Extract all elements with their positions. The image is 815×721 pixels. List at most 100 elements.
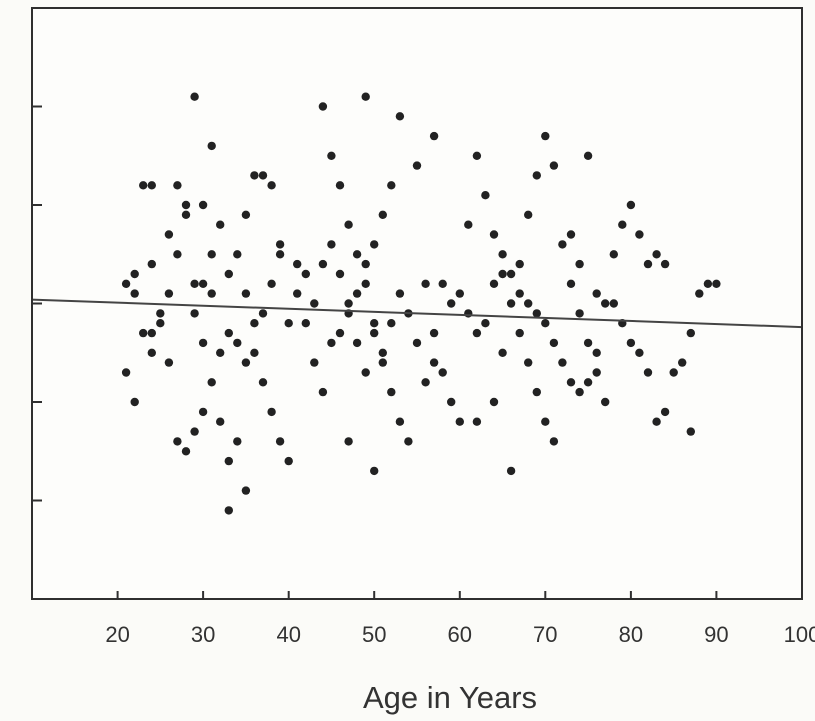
data-point <box>643 368 653 377</box>
data-point <box>250 319 259 328</box>
data-point <box>164 230 174 239</box>
data-point <box>609 250 618 259</box>
data-point <box>421 279 430 288</box>
data-point <box>472 151 482 160</box>
data-point <box>275 240 285 249</box>
data-point <box>275 250 285 259</box>
data-point <box>361 279 370 288</box>
data-point <box>267 279 276 288</box>
data-point <box>541 319 550 328</box>
x-axis-ticks: 20 30 40 50 60 70 80 90 100 <box>105 591 815 647</box>
data-point <box>515 328 524 338</box>
data-point <box>207 250 216 259</box>
data-point <box>233 250 242 259</box>
data-point <box>327 338 336 348</box>
data-point <box>506 269 516 279</box>
data-point <box>447 397 456 407</box>
data-point <box>335 269 345 279</box>
data-point <box>190 92 199 101</box>
data-point <box>352 250 362 259</box>
data-point <box>541 417 550 426</box>
y-axis-ticks <box>32 105 42 502</box>
data-point <box>566 230 576 239</box>
data-point <box>378 348 387 357</box>
data-point <box>310 299 319 308</box>
data-point <box>481 319 490 328</box>
data-point <box>506 466 516 476</box>
data-point <box>327 151 336 160</box>
data-point <box>224 328 233 338</box>
data-point <box>241 210 251 219</box>
data-point <box>549 338 559 348</box>
data-point <box>472 417 482 426</box>
data-point <box>686 427 695 436</box>
data-point <box>387 181 396 190</box>
data-point <box>352 338 362 348</box>
data-point <box>293 259 302 269</box>
x-tick-label: 30 <box>191 622 215 647</box>
x-tick-label: 70 <box>533 622 557 647</box>
x-tick-label: 60 <box>448 622 472 647</box>
data-point <box>361 92 370 101</box>
data-point <box>464 220 473 229</box>
data-point <box>618 220 627 229</box>
data-point <box>173 437 182 446</box>
data-point <box>241 358 251 367</box>
data-point <box>258 309 268 318</box>
data-point <box>549 437 559 446</box>
data-point <box>216 220 225 229</box>
data-point <box>224 269 233 279</box>
data-point <box>344 220 353 229</box>
data-point <box>318 259 328 269</box>
data-point <box>173 250 182 259</box>
data-point <box>335 328 345 338</box>
data-point <box>190 427 199 436</box>
data-point <box>429 358 439 367</box>
data-point <box>130 269 139 279</box>
data-point <box>532 387 541 397</box>
data-point <box>558 358 567 367</box>
data-point <box>395 289 405 298</box>
data-point <box>293 289 302 298</box>
data-point <box>258 171 268 180</box>
data-point <box>164 289 174 298</box>
x-tick-label: 40 <box>276 622 300 647</box>
data-point <box>660 407 670 417</box>
data-point <box>558 240 567 249</box>
data-point <box>216 417 225 426</box>
data-point <box>147 259 156 269</box>
x-tick-label: 80 <box>619 622 643 647</box>
data-point <box>678 358 687 367</box>
data-point <box>147 348 156 357</box>
data-point <box>370 328 379 338</box>
data-point <box>378 358 387 367</box>
data-point <box>455 417 464 426</box>
data-point <box>395 417 405 426</box>
trend-line <box>31 298 803 329</box>
data-point <box>344 437 353 446</box>
data-point <box>438 279 447 288</box>
data-point <box>643 259 653 269</box>
data-point <box>344 299 353 308</box>
data-point <box>498 348 507 357</box>
data-point <box>601 299 610 308</box>
data-point <box>378 210 387 219</box>
data-point <box>524 299 533 308</box>
data-point <box>164 358 174 367</box>
data-point <box>412 338 422 348</box>
data-point <box>438 368 447 377</box>
data-point <box>198 338 208 348</box>
data-point <box>712 279 721 288</box>
data-point <box>216 348 225 357</box>
data-point <box>472 328 482 338</box>
data-point <box>429 328 439 338</box>
data-point <box>489 397 499 407</box>
data-point <box>592 348 601 357</box>
data-point <box>284 319 293 328</box>
data-point <box>370 466 379 476</box>
data-point <box>566 378 576 387</box>
data-point <box>361 368 370 377</box>
data-point <box>601 397 610 407</box>
